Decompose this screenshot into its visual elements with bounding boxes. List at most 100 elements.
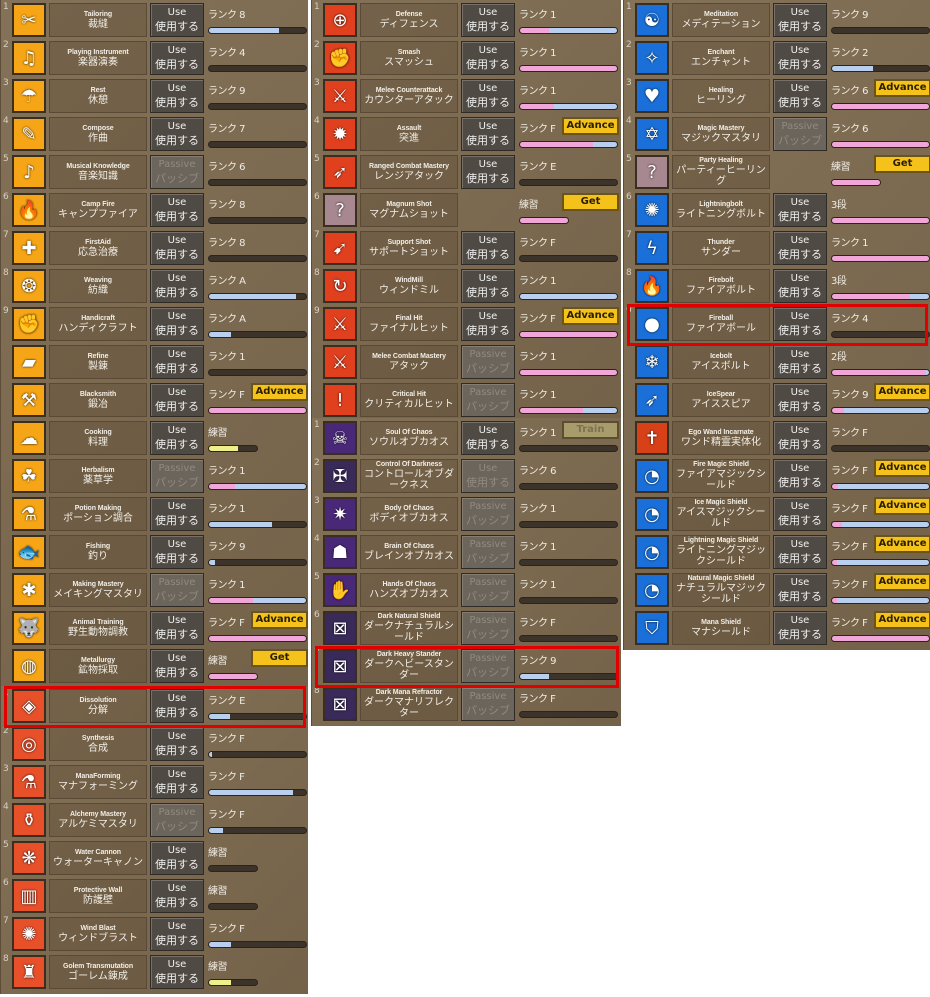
use-button[interactable]: Use 使用する — [773, 307, 827, 341]
dark-shield-icon[interactable]: ⊠ — [323, 687, 357, 721]
use-button[interactable]: Use 使用する — [773, 421, 827, 455]
use-button[interactable]: Use 使用する — [150, 421, 204, 455]
skill-row[interactable]: 8 ⊠ Dark Mana Refractor ダークマナリフレクター Passive パ… — [312, 685, 621, 723]
synthesis-icon[interactable]: ◎ — [12, 727, 46, 761]
skill-row[interactable]: 6 ✺ Lightningbolt ライトニングボルト Use 使用する 3段 — [624, 191, 930, 229]
use-button[interactable]: Use 使用する — [461, 231, 515, 265]
use-button[interactable]: Use 使用する — [150, 79, 204, 113]
skill-row[interactable]: ◍ Metallurgy 鉱物採取 Use 使用する 練習 Get — [1, 647, 308, 685]
burst-icon[interactable]: ✹ — [323, 117, 357, 151]
use-button[interactable]: Use 使用する — [773, 41, 827, 75]
critical-icon[interactable]: ! — [323, 383, 357, 417]
use-button[interactable]: Use 使用する — [461, 117, 515, 151]
chef-hat-icon[interactable]: ☁ — [12, 421, 46, 455]
skill-row[interactable]: 9 ● Fireball ファイアボール Use 使用する ランク 4 — [624, 305, 930, 343]
skill-row[interactable]: 8 ❂ Weaving 紡織 Use 使用する ランク A — [1, 267, 308, 305]
skill-row[interactable]: 8 🔥 Firebolt ファイアボルト Use 使用する 3段 — [624, 267, 930, 305]
lute-icon[interactable]: ♫ — [12, 41, 46, 75]
skill-row[interactable]: 4 ✡ Magic Mastery マジックマスタリ Passive パッシブ ランク 6 — [624, 115, 930, 153]
use-button[interactable]: Use 使用する — [773, 383, 827, 417]
chaos-body-icon[interactable]: ✷ — [323, 497, 357, 531]
alchemy-bottles-icon[interactable]: ⚱ — [12, 803, 46, 837]
skill-row[interactable]: 4 ✹ Assault 突進 Use 使用する ランク F Advance — [312, 115, 621, 153]
skill-row[interactable]: 6 🔥 Camp Fire キャンプファイア Use 使用する ランク 8 — [1, 191, 308, 229]
anvil-icon[interactable]: ⚒ — [12, 383, 46, 417]
skill-row[interactable]: 8 ↻ WindMill ウィンドミル Use 使用する ランク 1 — [312, 267, 621, 305]
use-button[interactable]: Use 使用する — [150, 231, 204, 265]
ice-shield-icon[interactable]: ◔ — [635, 497, 669, 531]
scissors-icon[interactable]: ✂ — [12, 3, 46, 37]
chaos-brain-icon[interactable]: ☗ — [323, 535, 357, 569]
skill-row[interactable]: ◔ Natural Magic Shield ナチュラルマジックシールド Use 使用す… — [624, 571, 930, 609]
skill-row[interactable]: 2 ✠ Control Of Darkness コントロールオブダークネス Use 使用す… — [312, 457, 621, 495]
water-swirl-icon[interactable]: ❋ — [12, 841, 46, 875]
advance-button[interactable]: Advance — [251, 611, 308, 629]
get-button[interactable]: Get — [874, 155, 930, 173]
fish-icon[interactable]: 🐟 — [12, 535, 46, 569]
use-button[interactable]: Use 使用する — [150, 841, 204, 875]
golem-icon[interactable]: ♜ — [12, 955, 46, 989]
thunder-icon[interactable]: ϟ — [635, 231, 669, 265]
skill-row[interactable]: 9 ✊ Handicraft ハンディクラフト Use 使用する ランク A — [1, 305, 308, 343]
skill-row[interactable]: ◔ Lightning Magic Shield ライトニングマジックシールド Use… — [624, 533, 930, 571]
skill-row[interactable]: 5? Party Healing パーティーヒーリング 練習 Get — [624, 153, 930, 191]
winged-heart-icon[interactable]: ♥ — [635, 79, 669, 113]
lightning-shield-icon[interactable]: ◔ — [635, 535, 669, 569]
dark-sigil-icon[interactable]: ✠ — [323, 459, 357, 493]
use-button[interactable]: Use 使用する — [461, 155, 515, 189]
arrow-icon[interactable]: ➹ — [323, 231, 357, 265]
use-button[interactable]: Use 使用する — [150, 611, 204, 645]
use-button[interactable]: Use 使用する — [461, 269, 515, 303]
skill-row[interactable]: 🐟 Fishing 釣り Use 使用する ランク 9 — [1, 533, 308, 571]
get-button[interactable]: Get — [251, 649, 308, 667]
wall-icon[interactable]: ▥ — [12, 879, 46, 913]
use-button[interactable]: Use 使用する — [461, 3, 515, 37]
use-button[interactable]: Use 使用する — [150, 117, 204, 151]
flask-icon[interactable]: ⚗ — [12, 765, 46, 799]
skill-row[interactable]: ☁ Cooking 料理 Use 使用する 練習 — [1, 419, 308, 457]
advance-button[interactable]: Advance — [874, 535, 930, 553]
skill-row[interactable]: 1 ☯ Meditation メディテーション Use 使用する ランク 9 — [624, 1, 930, 39]
advance-button[interactable]: Advance — [251, 383, 308, 401]
use-button[interactable]: Use 使用する — [461, 307, 515, 341]
parasol-icon[interactable]: ☂ — [12, 79, 46, 113]
skill-row[interactable]: ☘ Herbalism 薬草学 Passive パッシブ ランク 1 — [1, 457, 308, 495]
use-button[interactable]: Use 使用する — [773, 79, 827, 113]
quill-icon[interactable]: ✎ — [12, 117, 46, 151]
use-button[interactable]: Use 使用する — [773, 3, 827, 37]
chaos-hand-icon[interactable]: ✋ — [323, 573, 357, 607]
use-button[interactable]: Use 使用する — [461, 41, 515, 75]
bandage-icon[interactable]: ✚ — [12, 231, 46, 265]
skill-row[interactable]: ❄ Icebolt アイスボルト Use 使用する 2段 — [624, 343, 930, 381]
skill-row[interactable]: ⚔ Melee Combat Mastery アタック Passive パッシブ ランク … — [312, 343, 621, 381]
dark-shield-icon[interactable]: ⊠ — [323, 649, 357, 683]
use-button[interactable]: Use 使用する — [773, 459, 827, 493]
skill-row[interactable]: ⚒ Blacksmith 鍛冶 Use 使用する ランク F Advance — [1, 381, 308, 419]
advance-button[interactable]: Advance — [562, 307, 619, 325]
use-button[interactable]: Use 使用する — [150, 689, 204, 723]
skill-row[interactable]: 🐺 Animal Training 野生動物調教 Use 使用する ランク F Advanc… — [1, 609, 308, 647]
use-button[interactable]: Use 使用する — [773, 231, 827, 265]
advance-button[interactable]: Advance — [874, 79, 930, 97]
shield-icon[interactable]: ⊕ — [323, 3, 357, 37]
skill-row[interactable]: ▰ Refine 製錬 Use 使用する ランク 1 — [1, 343, 308, 381]
advance-button[interactable]: Advance — [874, 459, 930, 477]
advance-button[interactable]: Advance — [562, 117, 619, 135]
skill-row[interactable]: ✱ Making Mastery メイキングマスタリ Passive パッシブ ランク 1 — [1, 571, 308, 609]
skill-row[interactable]: 6 ▥ Protective Wall 防護壁 Use 使用する 練習 — [1, 877, 308, 915]
enchant-icon[interactable]: ✧ — [635, 41, 669, 75]
skill-row[interactable]: 1 ✂ Tailoring 裁縫 Use 使用する ランク 8 — [1, 1, 308, 39]
skill-row[interactable]: 1 ☠ Soul Of Chaos ソウルオブカオス Use 使用する ランク 1 Train — [312, 419, 621, 457]
counter-icon[interactable]: ⚔ — [323, 79, 357, 113]
use-button[interactable]: Use 使用する — [150, 307, 204, 341]
crafting-tools-icon[interactable]: ✱ — [12, 573, 46, 607]
skill-row[interactable]: ⚗ Potion Making ポーション調合 Use 使用する ランク 1 — [1, 495, 308, 533]
skill-row[interactable]: 4 ☗ Brain Of Chaos ブレインオブカオス Passive パッシブ ランク … — [312, 533, 621, 571]
skill-row[interactable]: ⛉ Mana Shield マナシールド Use 使用する ランク F Advance — [624, 609, 930, 647]
use-button[interactable]: Use 使用する — [773, 535, 827, 569]
skill-row[interactable]: 6? Magnum Shot マグナムショット 練習 Get — [312, 191, 621, 229]
skill-row[interactable]: 4 ✎ Compose 作曲 Use 使用する ランク 7 — [1, 115, 308, 153]
skill-row[interactable]: 3 ⚗ ManaForming マナフォーミング Use 使用する ランク F — [1, 763, 308, 801]
skill-row[interactable]: 7 ϟ Thunder サンダー Use 使用する ランク 1 — [624, 229, 930, 267]
campfire-icon[interactable]: 🔥 — [12, 193, 46, 227]
